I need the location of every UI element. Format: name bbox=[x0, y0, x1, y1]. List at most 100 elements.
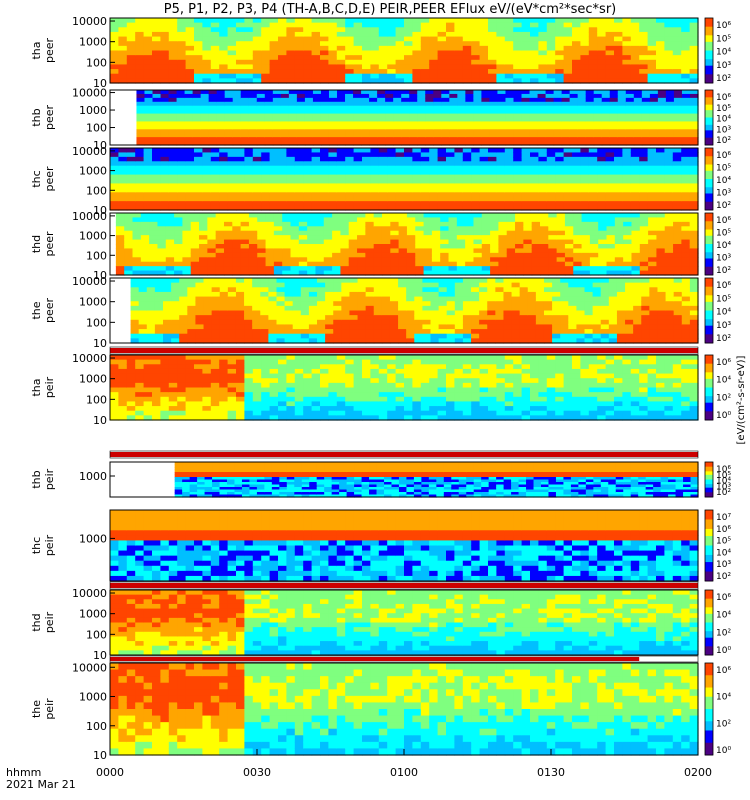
panel-label: peir bbox=[43, 376, 56, 398]
panel-frame bbox=[109, 147, 699, 211]
colorbar-tick: 10⁴ bbox=[716, 176, 731, 186]
panel-tha_peer: 10000 1000 100 10 tha peer 10⁶ 10⁵ 10⁴ 10³ 10² bbox=[30, 15, 731, 90]
colorbar-tick: 10² bbox=[716, 488, 731, 498]
xtick-label: 0130 bbox=[537, 766, 565, 779]
ytick-label: 10 bbox=[93, 204, 107, 217]
quality-stripe bbox=[109, 581, 699, 590]
quality-stripe bbox=[109, 655, 699, 663]
quality-stripe bbox=[109, 450, 699, 459]
xtick-label: 0200 bbox=[684, 766, 712, 779]
colorbar-tick: 10² bbox=[716, 393, 731, 403]
panel-label: peer bbox=[43, 231, 56, 257]
ytick-label: 1000 bbox=[79, 230, 107, 243]
panel-label: peir bbox=[43, 534, 56, 556]
ytick-label: 10000 bbox=[72, 587, 107, 600]
colorbar-unit-label: [eV/(cm²-s-sr-eV)] bbox=[736, 355, 747, 444]
panel-frame bbox=[109, 17, 699, 84]
panel-label: the bbox=[30, 301, 43, 319]
panel-label: peir bbox=[43, 611, 56, 633]
colorbar-tick: 10⁴ bbox=[716, 693, 731, 703]
colorbar-thd_peer: 10⁶ 10⁵ 10⁴ 10³ 10² bbox=[704, 212, 731, 276]
xaxis-date: 2021 Mar 21 bbox=[6, 778, 76, 791]
colorbar-tick: 10² bbox=[716, 628, 731, 638]
ytick-label: 1000 bbox=[79, 373, 107, 386]
ytick-label: 100 bbox=[86, 393, 107, 406]
colorbar-tick: 10⁶ bbox=[716, 593, 731, 603]
ytick-label: 10000 bbox=[72, 210, 107, 223]
panel-label: tha bbox=[30, 378, 43, 396]
panel-frame bbox=[109, 212, 699, 276]
ytick-label: 10000 bbox=[72, 87, 107, 100]
ytick-label: 10000 bbox=[72, 352, 107, 365]
colorbar-tick: 10⁶ bbox=[716, 93, 731, 103]
panel-label: peir bbox=[43, 468, 56, 490]
ytick-label: 10 bbox=[93, 649, 107, 662]
panel-label: peer bbox=[43, 38, 56, 64]
colorbar-tick: 10⁷ bbox=[716, 513, 731, 523]
colorbar-tick: 10⁴ bbox=[716, 376, 731, 386]
colorbar-thd_peir: 10⁶ 10⁴ 10² 10⁰ bbox=[704, 589, 731, 656]
panel-the_peir: 10000 1000 100 10 the peir 10⁶ 10⁴ 10² 10⁰ bbox=[30, 661, 731, 762]
xaxis-label: hhmm bbox=[6, 766, 41, 779]
colorbar-tick: 10² bbox=[716, 266, 731, 276]
ytick-label: 10000 bbox=[72, 15, 107, 28]
colorbar-tick: 10³ bbox=[716, 321, 731, 331]
colorbar-tick: 10³ bbox=[716, 482, 731, 492]
colorbar-tick: 10⁵ bbox=[716, 34, 731, 44]
ytick-label: 100 bbox=[86, 184, 107, 197]
colorbar-tick: 10⁵ bbox=[716, 104, 731, 114]
chart-title: P5, P1, P2, P3, P4 (TH-A,B,C,D,E) PEIR,P… bbox=[164, 2, 617, 17]
colorbar-tick: 10⁴ bbox=[716, 611, 731, 621]
panel-label: thd bbox=[30, 613, 43, 631]
panel-frame bbox=[109, 461, 699, 498]
colorbar-tha_peir: 10⁶ 10⁴ 10² 10⁰ bbox=[704, 354, 731, 421]
colorbar-tick: 10² bbox=[716, 74, 731, 84]
quality-stripe bbox=[109, 346, 699, 355]
colorbar-tick: 10⁶ bbox=[716, 525, 731, 535]
colorbar-tick: 10⁶ bbox=[716, 358, 731, 368]
colorbar-tick: 10⁰ bbox=[716, 411, 731, 421]
colorbar-thc_peer: 10⁶ 10⁵ 10⁴ 10³ 10² bbox=[704, 147, 731, 211]
ytick-label: 100 bbox=[86, 720, 107, 733]
ytick-label: 10000 bbox=[72, 145, 107, 158]
ytick-label: 10 bbox=[93, 414, 107, 427]
colorbar-tick: 10⁴ bbox=[716, 241, 731, 251]
panel-frame bbox=[109, 277, 699, 344]
xtick-label: 0000 bbox=[96, 766, 124, 779]
panel-thd_peir: 10000 1000 100 10 thd peir 10⁶ 10⁴ 10² 10⁰ bbox=[30, 587, 731, 662]
colorbar-tick: 10² bbox=[716, 334, 731, 344]
panel-the_peer: 10000 1000 100 10 the peer 10⁶ 10⁵ 10⁴ 10³ 10² bbox=[30, 275, 731, 350]
colorbar-tick: 10⁰ bbox=[716, 646, 731, 656]
ytick-label: 10 bbox=[93, 139, 107, 152]
colorbar-tick: 10⁶ bbox=[716, 216, 731, 226]
colorbar-tick: 10² bbox=[716, 572, 731, 582]
colorbar-tha_peer: 10⁶ 10⁵ 10⁴ 10³ 10² bbox=[704, 17, 731, 84]
colorbar-tick: 10⁶ bbox=[716, 151, 731, 161]
colorbar-tick: 10⁴ bbox=[716, 48, 731, 58]
panel-label: thd bbox=[30, 235, 43, 253]
colorbar-tick: 10³ bbox=[716, 560, 731, 570]
ytick-label: 10 bbox=[93, 77, 107, 90]
panel-frame bbox=[109, 509, 699, 582]
ytick-label: 10000 bbox=[72, 661, 107, 674]
colorbar-tick: 10⁴ bbox=[716, 308, 731, 318]
panel-label: thc bbox=[30, 537, 43, 554]
colorbar-the_peer: 10⁶ 10⁵ 10⁴ 10³ 10² bbox=[704, 277, 731, 344]
colorbar-tick: 10⁰ bbox=[716, 746, 731, 756]
ytick-label: 10 bbox=[93, 749, 107, 762]
colorbar-tick: 10³ bbox=[716, 254, 731, 264]
panel-tha_peir: 10000 1000 100 10 tha peir 10⁶ 10⁴ 10² 10⁰ bbox=[30, 352, 731, 427]
xtick-label: 0100 bbox=[390, 766, 418, 779]
panel-label: peir bbox=[43, 698, 56, 720]
ytick-label: 10 bbox=[93, 269, 107, 282]
colorbar-tick: 10⁴ bbox=[716, 477, 731, 487]
ytick-label: 10000 bbox=[72, 275, 107, 288]
panel-label: thb bbox=[30, 470, 43, 488]
colorbar-tick: 10² bbox=[716, 719, 731, 729]
